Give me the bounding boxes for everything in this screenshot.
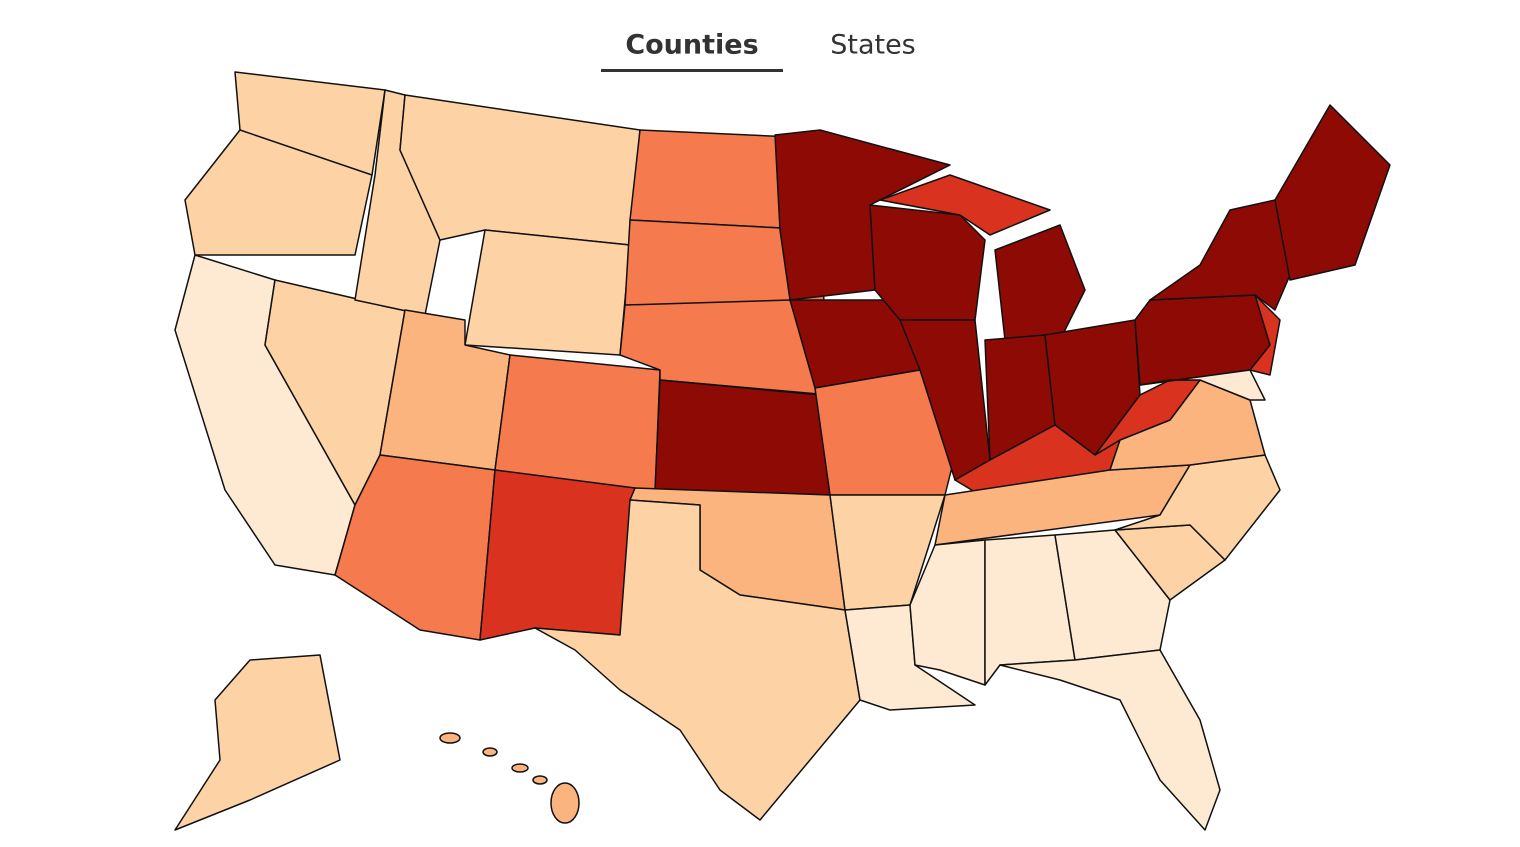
tab-bar: Counties States bbox=[601, 30, 916, 72]
kansas bbox=[654, 379, 831, 496]
oregon bbox=[184, 129, 373, 256]
texas bbox=[534, 499, 861, 821]
florida bbox=[999, 649, 1221, 831]
hawaii-island bbox=[550, 782, 580, 824]
michigan-upper bbox=[879, 174, 1051, 236]
new-mexico bbox=[479, 469, 636, 641]
wisconsin bbox=[869, 204, 986, 321]
michigan bbox=[994, 224, 1086, 341]
new-jersey bbox=[1249, 294, 1281, 376]
georgia bbox=[1054, 529, 1171, 661]
hawaii-island bbox=[482, 747, 498, 757]
alaska bbox=[174, 654, 341, 831]
hawaii-island bbox=[511, 763, 529, 773]
tab-underline bbox=[601, 69, 783, 72]
montana bbox=[399, 94, 641, 246]
hawaii-island bbox=[532, 775, 548, 785]
new-england bbox=[1274, 104, 1391, 281]
hawaii-island bbox=[439, 732, 461, 744]
tab[interactable]: Counties bbox=[625, 30, 758, 61]
missouri bbox=[814, 369, 956, 496]
wyoming bbox=[464, 229, 631, 356]
tab[interactable]: States bbox=[830, 30, 916, 61]
us-map bbox=[174, 71, 1391, 831]
maryland bbox=[1139, 369, 1266, 401]
new-york bbox=[1149, 199, 1291, 311]
